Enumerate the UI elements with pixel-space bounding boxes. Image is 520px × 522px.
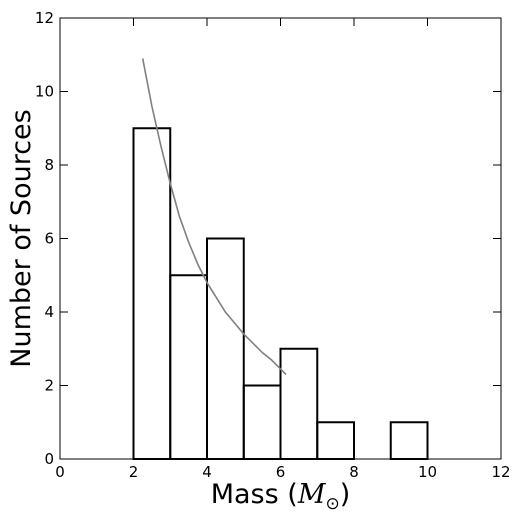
x-axis-label-close: ) — [340, 479, 351, 510]
histogram-bar — [242, 384, 282, 460]
plot-content — [132, 58, 429, 460]
histogram-bar — [279, 347, 319, 460]
x-axis-label-text: Mass ( — [211, 479, 298, 510]
y-tick-label: 12 — [35, 9, 54, 27]
histogram-bar — [132, 127, 172, 460]
histogram-bar — [206, 237, 245, 460]
x-tick-label: 10 — [418, 463, 437, 481]
x-axis-label-symbol: M — [297, 479, 327, 510]
x-axis-label: Mass (M⊙) — [211, 479, 351, 514]
histogram-bar — [389, 421, 429, 460]
y-tick-label: 2 — [44, 377, 54, 395]
y-tick-label: 8 — [44, 156, 54, 174]
x-tick-label: 2 — [129, 463, 139, 481]
histogram-bar — [316, 421, 355, 460]
x-axis-label-subscript: ⊙ — [325, 494, 339, 514]
fit-curve — [141, 58, 287, 376]
y-tick-label: 6 — [44, 230, 54, 248]
histogram-bar — [169, 274, 208, 460]
y-tick-label: 4 — [44, 303, 54, 321]
x-tick-label: 8 — [349, 463, 359, 481]
y-axis-ticks: 0 2 4 6 8 10 12 — [35, 9, 501, 468]
x-tick-label: 12 — [491, 463, 510, 481]
y-axis-label: Number of Sources — [6, 109, 37, 367]
y-tick-label: 0 — [44, 450, 54, 468]
x-tick-label: 6 — [276, 463, 286, 481]
y-tick-label: 10 — [35, 83, 54, 101]
x-tick-label: 4 — [202, 463, 212, 481]
x-tick-label: 0 — [55, 463, 65, 481]
x-axis-ticks: 0 2 4 6 8 10 12 — [55, 18, 511, 481]
